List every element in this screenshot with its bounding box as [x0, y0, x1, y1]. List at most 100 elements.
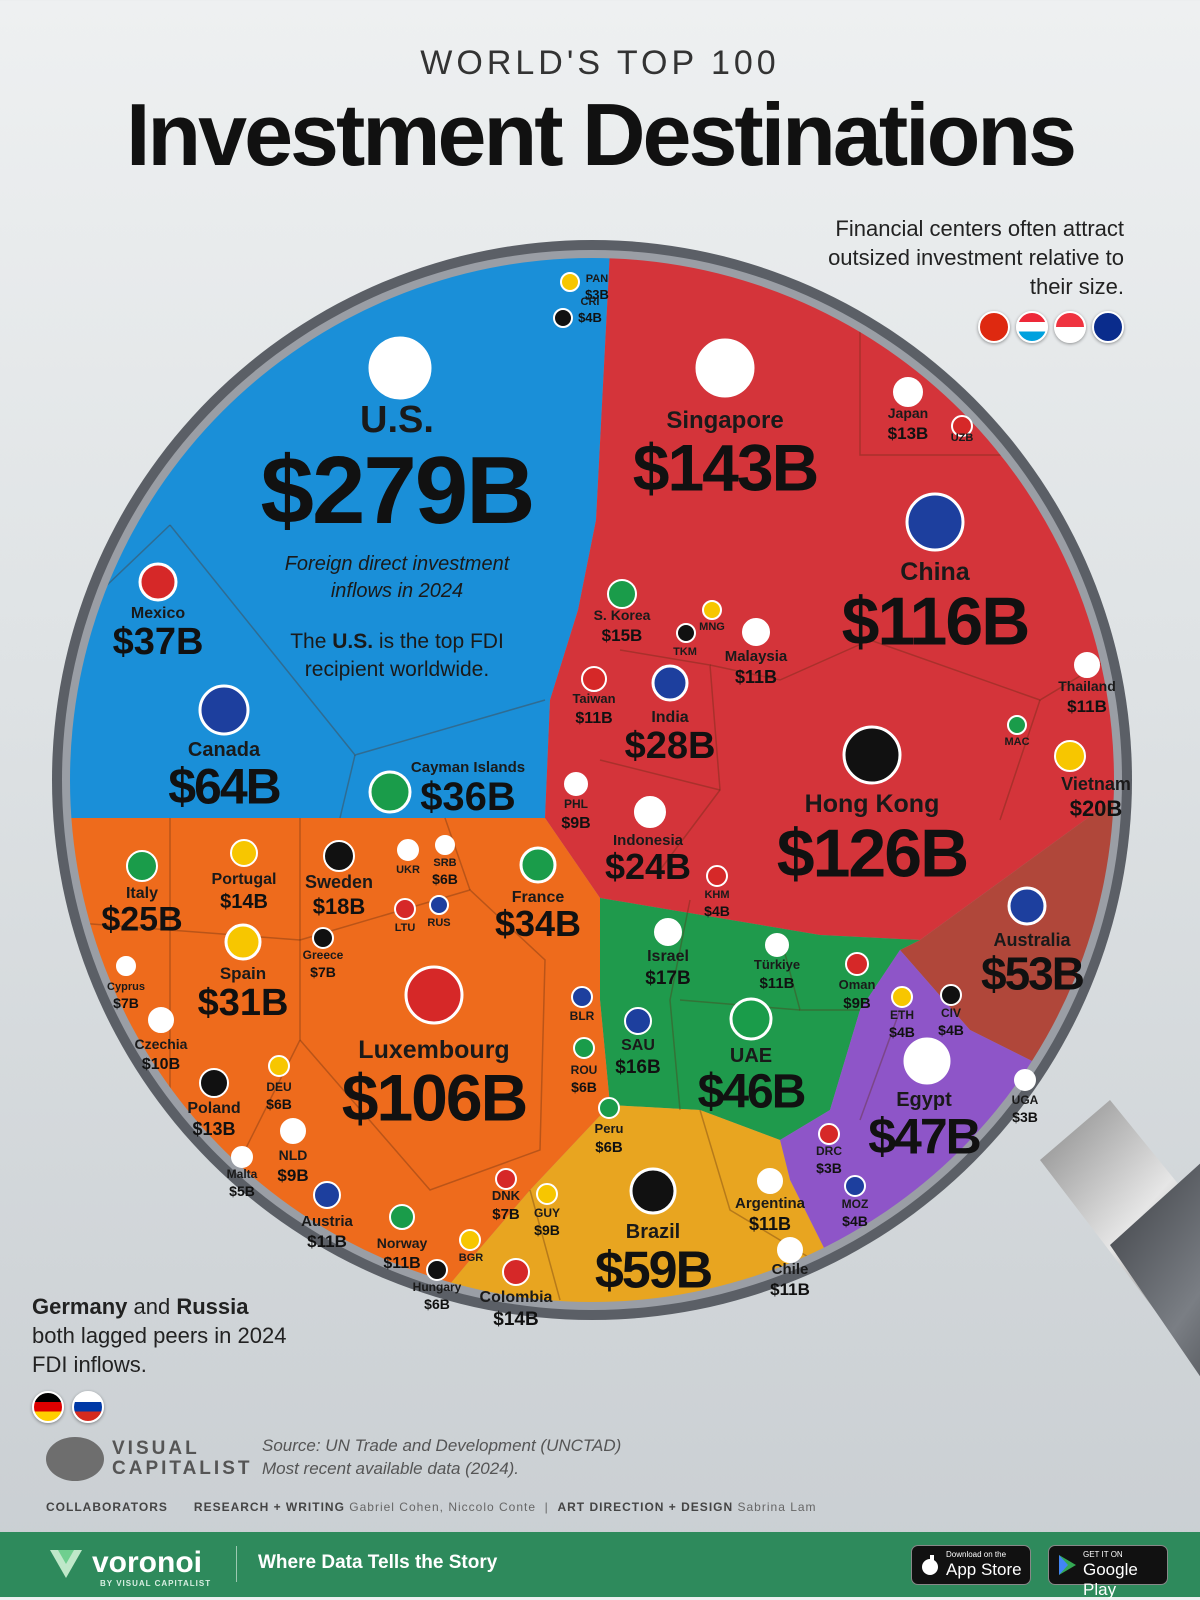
spain-value: $31B — [198, 982, 289, 1024]
thailand-label: Thailand — [1058, 678, 1116, 694]
voronoi-brand-sub: BY VISUAL CAPITALIST — [100, 1579, 212, 1588]
footer-bar: voronoi BY VISUAL CAPITALIST Where Data … — [0, 1532, 1200, 1599]
israel-flag-icon — [654, 918, 682, 946]
uae-value: $46B — [698, 1066, 805, 1119]
google-play-big: Google Play — [1083, 1560, 1138, 1599]
france-flag-icon — [519, 846, 557, 884]
brazil-label: Brazil — [626, 1221, 680, 1243]
luxembourg-flag-icon — [404, 965, 464, 1025]
khm-value: $4B — [704, 903, 730, 919]
peru-label: Peru — [595, 1121, 624, 1136]
poland-value: $13B — [192, 1119, 235, 1139]
drc-value: $3B — [816, 1160, 842, 1176]
mac-flag-icon — [1007, 715, 1027, 735]
thailand-value: $11B — [1067, 697, 1107, 716]
vietnam-flag-icon — [1054, 740, 1086, 772]
lagged-rest: both lagged peers in 2024 FDI inflows. — [32, 1323, 287, 1377]
hungary-flag-icon — [426, 1259, 448, 1281]
argentina-value: $11B — [749, 1214, 791, 1234]
phl-flag-icon — [564, 772, 588, 796]
malaysia-label: Malaysia — [725, 648, 788, 665]
footer-divider — [236, 1546, 237, 1582]
cyprus-label: Cyprus — [107, 981, 145, 993]
singapore-flag-icon — [1054, 311, 1086, 343]
app-store-big: App Store — [946, 1560, 1022, 1579]
oman-flag-icon — [845, 952, 869, 976]
sweden-label: Sweden — [305, 872, 373, 892]
nld-label: NLD — [279, 1147, 308, 1163]
indonesia-flag-icon — [634, 796, 666, 828]
source: Source: UN Trade and Development (UNCTAD… — [262, 1434, 621, 1480]
hungary-label: Hungary — [413, 1280, 462, 1294]
hungary-value: $6B — [424, 1296, 450, 1312]
mac-label: MAC — [1004, 736, 1029, 748]
cri-value: $4B — [578, 310, 602, 325]
rus-flag-icon — [429, 895, 449, 915]
voronoi-brand[interactable]: voronoi — [92, 1546, 202, 1579]
lagged-bold-russia: Russia — [176, 1294, 249, 1319]
hong-kong-flag-icon — [842, 725, 902, 785]
s-korea-flag-icon — [607, 579, 637, 609]
pan-label: PAN — [586, 273, 608, 285]
argentina-label: Argentina — [735, 1195, 806, 1212]
china-flag-icon — [905, 492, 965, 552]
hong-kong-value: $126B — [777, 816, 967, 892]
app-store-small: Download on the — [946, 1550, 1007, 1559]
chile-value: $11B — [770, 1280, 810, 1299]
australia-label: Australia — [993, 930, 1071, 950]
mng-label: MNG — [699, 621, 725, 633]
app-store-button[interactable]: Download on the App Store — [911, 1545, 1031, 1585]
indonesia-value: $24B — [605, 846, 691, 887]
eth-value: $4B — [889, 1024, 915, 1040]
china-value: $116B — [842, 584, 1029, 660]
norway-flag-icon — [389, 1204, 415, 1230]
india-flag-icon — [651, 664, 689, 702]
cayman-islands-flag-icon — [1092, 311, 1124, 343]
colombia-value: $14B — [493, 1309, 538, 1330]
cayman-islands-value: $36B — [420, 775, 516, 819]
oman-label: Oman — [839, 977, 876, 992]
civ-value: $4B — [938, 1022, 964, 1038]
us-note-line1: The U.S. is the top FDI — [290, 630, 504, 653]
footer-tagline: Where Data Tells the Story — [258, 1552, 498, 1573]
japan-value: $13B — [888, 424, 929, 443]
france-value: $34B — [495, 903, 581, 944]
sau-flag-icon — [624, 1007, 652, 1035]
t-rkiye-flag-icon — [765, 933, 789, 957]
malta-flag-icon — [231, 1146, 253, 1168]
guy-flag-icon — [536, 1183, 558, 1205]
u-s-flag-icon — [368, 336, 432, 400]
dnk-label: DNK — [492, 1188, 521, 1203]
collaborators-label: COLLABORATORS — [46, 1500, 168, 1514]
indonesia-label: Indonesia — [613, 832, 684, 849]
supertitle: WORLD'S TOP 100 — [420, 44, 780, 82]
tkm-flag-icon — [676, 623, 696, 643]
moz-value: $4B — [842, 1213, 868, 1229]
source-line1: Source: UN Trade and Development (UNCTAD… — [262, 1436, 622, 1455]
guy-label: GUY — [534, 1206, 560, 1220]
peru-value: $6B — [595, 1139, 623, 1156]
google-play-button[interactable]: GET IT ON Google Play — [1048, 1545, 1168, 1599]
luxembourg-label: Luxembourg — [358, 1036, 509, 1064]
drc-flag-icon — [818, 1123, 840, 1145]
eth-label: ETH — [890, 1008, 914, 1022]
cyprus-value: $7B — [113, 995, 139, 1011]
design-names: Sabrina Lam — [737, 1500, 817, 1514]
civ-label: CIV — [941, 1006, 961, 1020]
chile-label: Chile — [772, 1261, 809, 1278]
malaysia-flag-icon — [742, 618, 770, 646]
srb-label: SRB — [433, 857, 456, 869]
uzb-label: UZB — [951, 432, 974, 444]
chile-flag-icon — [777, 1237, 803, 1263]
italy-value: $25B — [101, 900, 182, 938]
rou-label: ROU — [571, 1063, 598, 1077]
voronoi-logo-icon — [48, 1546, 84, 1580]
mexico-label: Mexico — [131, 605, 185, 622]
google-play-icon — [1059, 1555, 1076, 1575]
china-label: China — [900, 558, 971, 586]
logo-line1: VISUAL — [112, 1438, 200, 1459]
srb-flag-icon — [435, 835, 455, 855]
civ-flag-icon — [940, 984, 962, 1006]
moz-flag-icon — [844, 1175, 866, 1197]
malaysia-value: $11B — [735, 667, 777, 687]
